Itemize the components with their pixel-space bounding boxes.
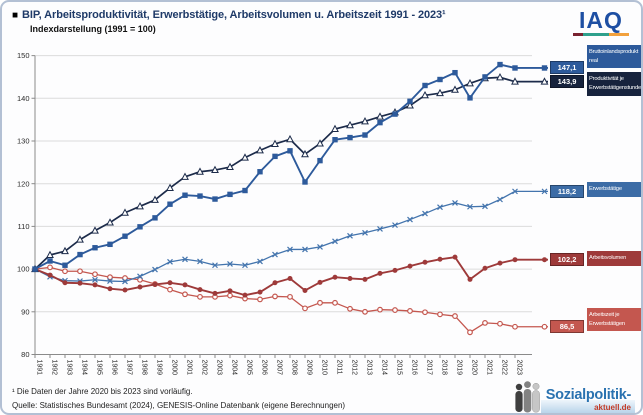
svg-text:2022: 2022 xyxy=(501,360,508,376)
svg-text:2017: 2017 xyxy=(426,360,433,376)
legend-label-bip: Bruttoinlandsprodukt real xyxy=(587,44,641,69)
svg-text:2003: 2003 xyxy=(216,360,223,376)
svg-text:2001: 2001 xyxy=(186,360,193,376)
svg-text:2012: 2012 xyxy=(351,360,358,376)
svg-text:1993: 1993 xyxy=(66,360,73,376)
svg-text:1996: 1996 xyxy=(111,360,118,376)
svg-text:2014: 2014 xyxy=(381,360,388,376)
svg-text:2005: 2005 xyxy=(246,360,253,376)
svg-text:2015: 2015 xyxy=(396,360,403,376)
svg-text:1991: 1991 xyxy=(36,360,43,376)
svg-text:1994: 1994 xyxy=(81,360,88,376)
svg-text:2010: 2010 xyxy=(321,360,328,376)
iaq-logo-text: IAQ xyxy=(579,7,623,33)
value-badge-arbeitszeit: 86,5 xyxy=(550,320,584,334)
svg-text:2000: 2000 xyxy=(171,360,178,376)
svg-text:1999: 1999 xyxy=(156,360,163,376)
legend-label-erwerbstaetige: Erwerbstätige xyxy=(587,182,641,198)
svg-text:2007: 2007 xyxy=(276,360,283,376)
legend-label-produktivitaet: Produktivität je Erwerbstätigenstunde xyxy=(587,72,641,96)
svg-text:120: 120 xyxy=(17,179,30,188)
chart-header: ■ BIP, Arbeitsproduktivität, Erwerbstäti… xyxy=(12,9,446,22)
value-badge-erwerbstaetige: 118,2 xyxy=(550,184,584,198)
sozialpolitik-main-text: Sozialpolitik- xyxy=(545,387,632,403)
legend-label-arbeitszeit: Arbeitszeit je Erwerbstätigen xyxy=(587,308,641,332)
svg-text:140: 140 xyxy=(17,94,30,103)
svg-text:2009: 2009 xyxy=(306,360,313,376)
sozialpolitik-logo: Sozialpolitik- aktuell.de xyxy=(514,380,635,413)
source-line: Quelle: Statistisches Bundesamt (2024), … xyxy=(12,401,346,410)
value-badge-bip: 147,1 xyxy=(550,61,584,75)
value-badge-produktivitaet: 143,9 xyxy=(550,75,584,89)
svg-text:90: 90 xyxy=(21,307,29,316)
svg-text:110: 110 xyxy=(18,222,30,231)
svg-text:2008: 2008 xyxy=(291,360,298,376)
sozialpolitik-gradient-bar xyxy=(540,400,635,413)
iaq-logo: IAQ xyxy=(573,8,629,36)
svg-text:2016: 2016 xyxy=(411,360,418,376)
chart-title: BIP, Arbeitsproduktivität, Erwerbstätige… xyxy=(22,9,446,21)
svg-text:2002: 2002 xyxy=(201,360,208,376)
svg-text:1997: 1997 xyxy=(126,360,133,376)
svg-text:1995: 1995 xyxy=(96,360,103,376)
svg-text:2006: 2006 xyxy=(261,360,268,376)
title-bullet-icon: ■ xyxy=(12,10,19,21)
svg-text:2019: 2019 xyxy=(456,360,463,376)
footnote: ¹ Die Daten der Jahre 2020 bis 2023 sind… xyxy=(12,387,193,396)
people-icon xyxy=(515,381,540,413)
sozialpolitik-text: Sozialpolitik- aktuell.de xyxy=(540,387,635,413)
svg-text:2021: 2021 xyxy=(486,360,493,376)
svg-text:2020: 2020 xyxy=(471,360,478,376)
svg-text:150: 150 xyxy=(17,51,30,60)
chart-subtitle: Indexdarstellung (1991 = 100) xyxy=(30,24,156,34)
sozialpolitik-sub-text: aktuell.de xyxy=(594,403,631,412)
svg-text:2004: 2004 xyxy=(231,360,238,376)
svg-text:1998: 1998 xyxy=(141,360,148,376)
svg-text:100: 100 xyxy=(17,265,30,274)
value-badge-arbeitsvolumen: 102,2 xyxy=(550,253,584,267)
svg-text:2011: 2011 xyxy=(336,360,343,375)
svg-text:2023: 2023 xyxy=(516,360,523,376)
svg-text:80: 80 xyxy=(21,350,29,359)
legend-label-arbeitsvolumen: Arbeitsvolumen xyxy=(587,251,641,266)
svg-text:130: 130 xyxy=(17,137,30,146)
svg-text:2018: 2018 xyxy=(441,360,448,376)
svg-text:1992: 1992 xyxy=(51,360,58,376)
iaq-logo-underline xyxy=(573,33,629,36)
svg-text:2013: 2013 xyxy=(366,360,373,376)
